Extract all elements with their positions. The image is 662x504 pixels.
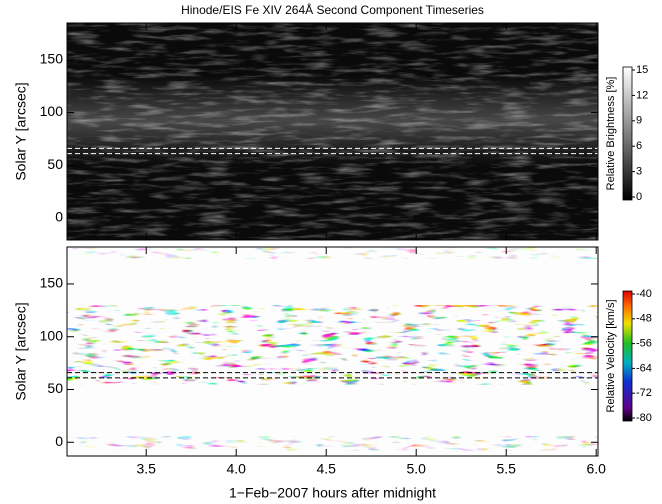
y-tick-label: 0	[55, 209, 63, 225]
colorbar-label: Relative Brightness [%]	[605, 77, 617, 191]
colorbar-tick-label: -48	[636, 313, 652, 325]
y-tick-label: 50	[47, 380, 63, 396]
x-tick-label: 5.5	[496, 461, 516, 477]
y-tick-label: 150	[40, 275, 64, 291]
image-texture	[67, 305, 598, 385]
colorbar	[622, 290, 633, 422]
chart-title: Hinode/EIS Fe XIV 264Å Second Component …	[181, 2, 484, 17]
colorbar-tick-label: -80	[636, 412, 652, 424]
y-axis-label: Solar Y [arcsec]	[13, 82, 29, 180]
plot-frame	[66, 246, 599, 457]
x-tick-label: 3.5	[136, 461, 156, 477]
y-tick-label: 100	[40, 327, 64, 343]
colorbar-tick-label: 12	[636, 89, 648, 101]
image-texture	[67, 436, 598, 451]
x-tick-label: 4.0	[226, 461, 246, 477]
y-tick-label: 100	[40, 103, 64, 119]
colorbar-tick-label: 9	[636, 115, 642, 127]
x-tick-label: 6.0	[586, 461, 606, 477]
colorbar-tick-label: 0	[636, 191, 642, 203]
x-tick-label: 4.5	[316, 461, 336, 477]
colorbar-tick-label: -56	[636, 338, 652, 350]
colorbar-tick-label: 3	[636, 166, 642, 178]
y-tick-label: 0	[55, 433, 63, 449]
colorbar-label: Relative Velocity [km/s]	[605, 299, 617, 412]
y-tick-label: 50	[47, 156, 63, 172]
plot-frame	[66, 22, 599, 241]
colorbar-tick-label: -72	[636, 387, 652, 399]
x-axis-label: 1−Feb−2007 hours after midnight	[229, 485, 436, 501]
y-tick-label: 150	[40, 51, 64, 67]
colorbar	[622, 66, 633, 201]
image-texture	[67, 23, 598, 240]
colorbar-tick-label: 6	[636, 140, 642, 152]
colorbar-tick-label: -40	[636, 288, 652, 300]
colorbar-tick-label: 15	[636, 64, 648, 76]
image-texture	[67, 247, 598, 259]
y-axis-label: Solar Y [arcsec]	[13, 302, 29, 400]
colorbar-tick-label: -64	[636, 362, 652, 374]
x-tick-label: 5.0	[406, 461, 426, 477]
